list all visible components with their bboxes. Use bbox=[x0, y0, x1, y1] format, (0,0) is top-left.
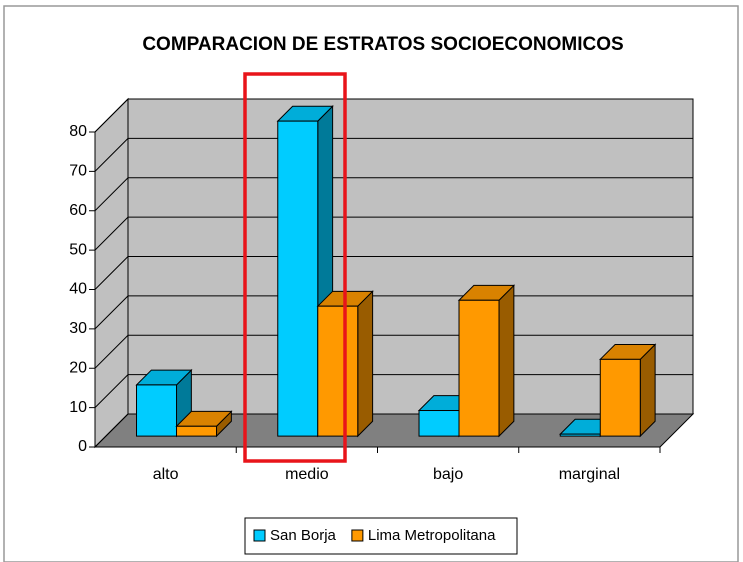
x-tick-label: bajo bbox=[433, 466, 463, 483]
grid-line bbox=[94, 256, 693, 290]
bar-front bbox=[599, 358, 641, 437]
x-tick-label: alto bbox=[153, 466, 179, 483]
y-tick-label: 10 bbox=[69, 399, 87, 416]
y-tick-label: 70 bbox=[69, 163, 87, 180]
bar bbox=[175, 410, 233, 438]
bar bbox=[135, 368, 193, 438]
grid-line bbox=[94, 137, 693, 172]
bar-side bbox=[639, 343, 656, 438]
highlight-box bbox=[243, 72, 347, 463]
plot-area: 0 10 20 30 40 50 60 70 80 alto medio bajo marginal bbox=[69, 97, 695, 483]
y-tick-label: 0 bbox=[78, 438, 87, 455]
y-tick-label: 40 bbox=[69, 281, 87, 298]
bar bbox=[316, 290, 374, 438]
bar bbox=[457, 284, 516, 438]
chart-title: COMPARACION DE ESTRATOS SOCIOECONOMICOS bbox=[142, 34, 623, 55]
legend-swatch bbox=[253, 529, 266, 542]
legend-box bbox=[244, 517, 518, 555]
legend-swatch bbox=[351, 529, 364, 542]
x-tick-label: medio bbox=[285, 466, 329, 483]
legend-label: San Borja bbox=[270, 527, 337, 544]
bar-front bbox=[559, 433, 601, 437]
bar-front bbox=[176, 425, 218, 437]
bar-side bbox=[357, 290, 374, 438]
grid-line bbox=[94, 177, 693, 212]
bar-side bbox=[498, 284, 515, 438]
grid-line bbox=[94, 98, 693, 133]
y-tick-label: 50 bbox=[69, 241, 87, 258]
legend-label: Lima Metropolitana bbox=[368, 527, 496, 544]
y-tick-label: 30 bbox=[69, 320, 87, 337]
bar-front bbox=[136, 384, 178, 437]
bar bbox=[276, 105, 334, 438]
y-tick-label: 80 bbox=[69, 123, 87, 140]
grid-line bbox=[94, 216, 693, 251]
x-tick-label: marginal bbox=[559, 466, 620, 483]
y-tick-label: 60 bbox=[69, 202, 87, 219]
bar bbox=[599, 343, 657, 438]
y-tick-label: 20 bbox=[69, 359, 87, 376]
bar-front bbox=[458, 299, 500, 437]
bar-front bbox=[277, 120, 319, 437]
bar-front bbox=[317, 305, 359, 437]
bar-front bbox=[418, 410, 460, 437]
legend: San Borja Lima Metropolitana bbox=[253, 527, 496, 544]
